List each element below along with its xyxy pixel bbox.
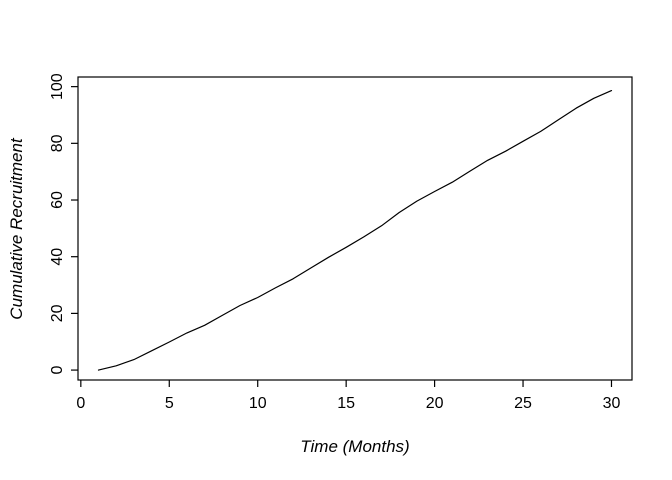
y-tick-label: 60: [49, 191, 66, 209]
y-tick-label: 80: [49, 134, 66, 152]
x-axis: 0 5 10 15 20 25 30: [76, 380, 620, 412]
y-tick-label: 0: [49, 366, 66, 375]
y-axis: 0 20 40 60 80 100: [49, 73, 78, 375]
x-tick-label: 0: [76, 395, 85, 412]
y-tick-label: 100: [49, 73, 66, 100]
x-tick-label: 5: [165, 395, 174, 412]
plot-box: [77, 76, 633, 381]
x-axis-title: Time (Months): [300, 437, 409, 456]
x-tick-label: 20: [426, 395, 444, 412]
x-tick-label: 30: [603, 395, 621, 412]
y-axis-title: Cumulative Recruitment: [7, 137, 26, 320]
y-tick-label: 40: [49, 248, 66, 266]
y-tick-label: 20: [49, 304, 66, 322]
x-tick-label: 15: [337, 395, 355, 412]
x-tick-label: 25: [514, 395, 532, 412]
series-line: [97, 89, 613, 371]
x-tick-label: 10: [249, 395, 267, 412]
